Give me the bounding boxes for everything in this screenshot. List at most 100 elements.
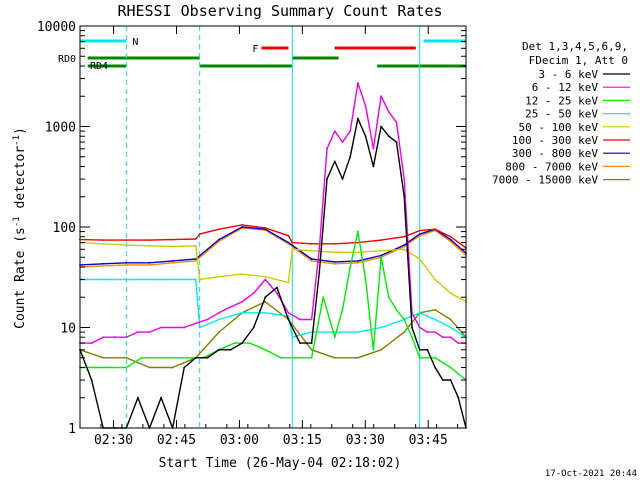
data-point	[441, 336, 444, 339]
legend-label: 100 - 300 keV	[512, 134, 598, 147]
data-point	[125, 244, 128, 247]
data-point	[318, 248, 321, 251]
data-point	[441, 379, 444, 381]
data-point	[252, 326, 255, 329]
legend-label: 3 - 6 keV	[538, 68, 598, 81]
data-point	[333, 262, 336, 265]
data-point	[434, 366, 436, 369]
x-tick-label: 03:15	[283, 433, 322, 448]
data-point	[299, 318, 301, 321]
data-point	[291, 241, 294, 244]
data-point	[341, 141, 344, 144]
data-point	[194, 260, 197, 262]
data-point	[380, 348, 382, 351]
data-point	[449, 318, 452, 321]
data-point	[194, 238, 197, 240]
y-tick-label: 10	[60, 322, 76, 337]
data-point	[183, 326, 186, 329]
data-point	[125, 366, 128, 369]
data-point	[94, 366, 97, 369]
data-point	[418, 356, 421, 359]
data-point	[310, 258, 313, 260]
data-point	[291, 248, 294, 251]
data-point	[341, 178, 344, 180]
data-point	[434, 308, 436, 311]
data-point	[349, 266, 352, 268]
x-axis-ticks: 02:30 02:45 03:00 03:15 03:30 03:45	[79, 26, 459, 448]
data-point	[148, 366, 151, 369]
data-point	[333, 160, 336, 163]
data-point	[434, 356, 436, 359]
data-point	[395, 308, 398, 311]
data-point	[102, 265, 105, 267]
data-point	[418, 258, 421, 260]
data-point	[357, 117, 359, 120]
data-point	[125, 264, 128, 266]
data-point	[310, 348, 313, 351]
data-point	[160, 396, 163, 399]
data-point	[241, 300, 244, 303]
data-point	[333, 261, 336, 263]
data-point	[457, 342, 460, 344]
legend: Det 1,3,4,5,6,9, FDecim 1, Att 0 3 - 6 k…	[492, 40, 630, 187]
data-point	[241, 311, 244, 314]
data-point	[148, 331, 151, 333]
data-point	[380, 125, 382, 128]
data-point	[333, 242, 336, 245]
x-tick-label: 02:30	[94, 433, 133, 448]
data-point	[287, 241, 290, 244]
data-point	[403, 178, 406, 180]
data-point	[218, 238, 220, 241]
data-point	[357, 251, 359, 254]
data-point	[194, 322, 197, 325]
y-tick-label: 10000	[37, 20, 76, 35]
data-point	[287, 234, 290, 237]
x-tick-label: 03:45	[409, 433, 448, 448]
data-point	[403, 318, 406, 321]
data-point	[403, 244, 406, 247]
data-point	[333, 331, 336, 333]
data-point	[387, 135, 390, 138]
data-point	[357, 356, 359, 359]
data-point	[264, 300, 267, 303]
legend-label: 25 - 50 keV	[525, 108, 598, 121]
data-point	[449, 366, 452, 369]
data-point	[264, 296, 267, 299]
data-point	[357, 331, 359, 333]
data-point	[125, 356, 128, 359]
data-point	[380, 256, 382, 259]
data-point	[198, 278, 201, 281]
data-point	[364, 135, 367, 138]
flag-label-n: N	[132, 37, 138, 48]
data-point	[264, 278, 267, 281]
data-point	[183, 366, 186, 369]
data-point	[194, 356, 197, 359]
data-point	[287, 311, 290, 314]
data-point	[160, 326, 163, 329]
y-axis-label: Count Rate (s-1 detector-1)	[12, 127, 28, 329]
data-point	[418, 326, 421, 329]
data-point	[206, 318, 209, 321]
data-point	[403, 195, 406, 198]
data-point	[137, 331, 139, 333]
data-point	[125, 239, 128, 242]
data-point	[218, 228, 220, 231]
data-point	[357, 82, 359, 84]
x-tick-label: 02:45	[157, 433, 196, 448]
data-point	[291, 336, 294, 339]
data-point	[90, 342, 93, 344]
data-point	[171, 278, 174, 281]
data-point	[194, 278, 197, 281]
data-point	[125, 261, 128, 264]
generated-timestamp: 17-Oct-2021 20:44	[545, 469, 637, 479]
legend-header-line-2: FDecim 1, Att 0	[529, 54, 628, 67]
data-point	[241, 273, 244, 275]
data-point	[218, 348, 220, 351]
data-point	[113, 336, 116, 339]
data-point	[233, 342, 236, 344]
data-point	[102, 278, 105, 281]
data-point	[279, 356, 282, 359]
y-tick-label: 100	[53, 221, 76, 236]
data-point	[241, 342, 244, 344]
data-point	[380, 95, 382, 98]
